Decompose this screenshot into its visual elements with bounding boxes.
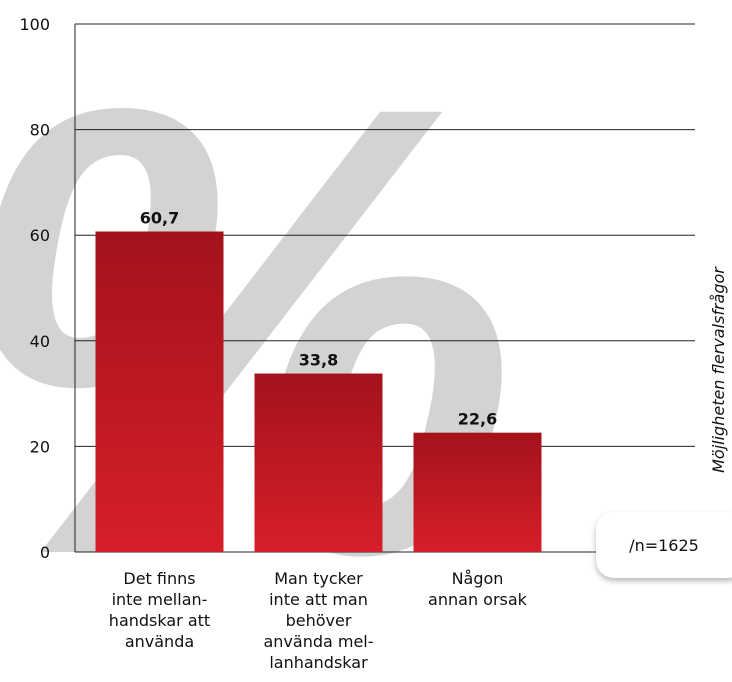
- y-tick-label: 80: [30, 121, 50, 140]
- value-label: 33,8: [299, 351, 338, 370]
- x-tick-label: annan orsak: [428, 590, 528, 609]
- x-tick-label: Någon: [452, 569, 504, 588]
- value-label: 22,6: [458, 410, 497, 429]
- y-tick-label: 40: [30, 332, 50, 351]
- side-label: Möjligheten flervalsfrågor: [709, 266, 728, 473]
- y-tick-label: 100: [19, 15, 50, 34]
- bar: [413, 432, 542, 552]
- bar: [254, 373, 383, 552]
- x-tick-label: använda mel-: [263, 632, 373, 651]
- note: /n=1625: [629, 536, 699, 555]
- x-tick-label: behöver: [286, 611, 352, 630]
- x-tick-label: lanhandskar: [269, 653, 368, 672]
- x-tick-label: inte att man: [269, 590, 368, 609]
- x-tick-label: handskar att: [109, 611, 210, 630]
- y-tick-label: 60: [30, 226, 50, 245]
- y-tick-label: 0: [40, 543, 50, 562]
- value-label: 60,7: [140, 209, 179, 228]
- x-tick-label: använda: [125, 632, 194, 651]
- x-tick-label: Man tycker: [274, 569, 363, 588]
- x-tick-label: inte mellan-: [112, 590, 208, 609]
- plot-area: 0 20 40 60 80 100 60,7 Det finns inte mellan-han…: [19, 15, 695, 672]
- y-tick-label: 20: [30, 437, 50, 456]
- note-box: [596, 512, 732, 578]
- x-tick-label: Det finns: [123, 569, 195, 588]
- bar: [95, 231, 224, 552]
